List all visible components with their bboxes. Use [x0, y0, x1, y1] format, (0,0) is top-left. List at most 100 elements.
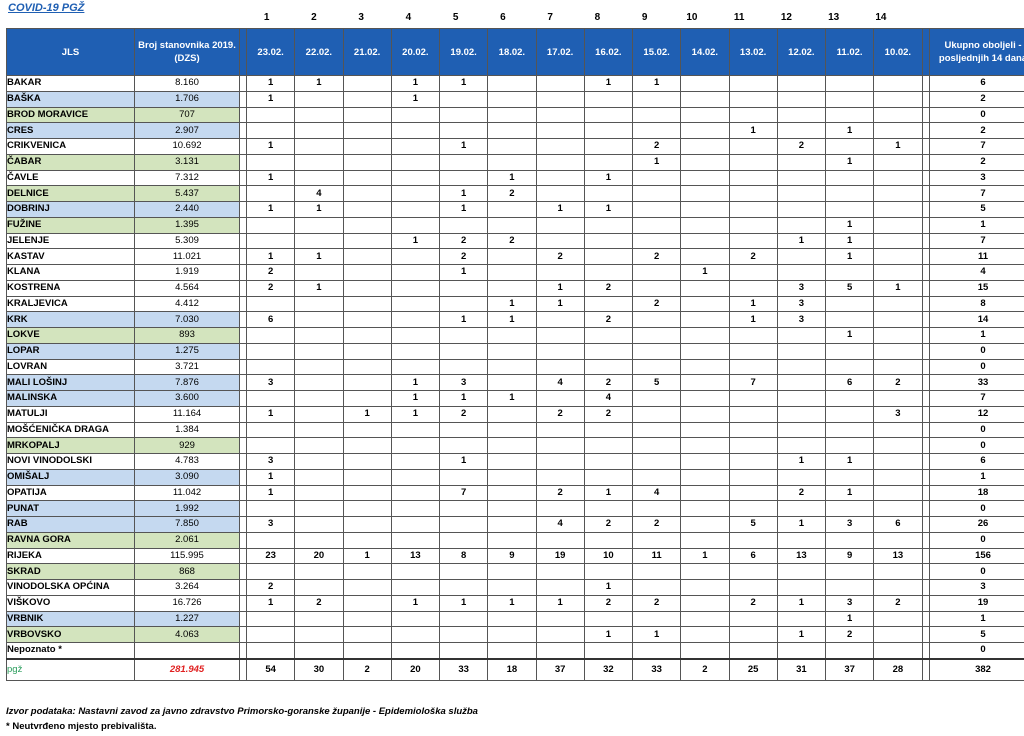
gap-cell — [921, 327, 930, 344]
case-count — [824, 311, 875, 328]
case-count: 3 — [824, 594, 875, 612]
total-value: 0 — [928, 437, 1024, 454]
case-count: 2 — [631, 594, 682, 612]
case-count: 1 — [245, 75, 296, 92]
case-count — [342, 232, 392, 250]
case-count — [583, 327, 634, 344]
case-count — [438, 153, 489, 171]
sum-count: 30 — [294, 657, 344, 681]
case-count — [728, 405, 778, 423]
case-count — [342, 626, 392, 643]
column-number: 8 — [594, 12, 601, 23]
gap-cell — [921, 311, 930, 328]
case-count — [824, 563, 875, 580]
case-count: 2 — [873, 374, 923, 391]
municipality-name: KRK — [6, 311, 135, 328]
municipality-name: DOBRINJ — [6, 201, 135, 218]
case-count — [728, 610, 778, 628]
case-count — [487, 641, 537, 660]
case-count — [294, 153, 344, 171]
case-count: 1 — [824, 232, 875, 250]
case-count — [873, 626, 923, 643]
case-count: 2 — [583, 405, 634, 423]
total-value: 33 — [928, 374, 1024, 391]
total-value: 0 — [928, 358, 1024, 376]
municipality-name: VIŠKOVO — [6, 594, 135, 612]
case-count — [776, 421, 827, 439]
case-count: 3 — [245, 516, 296, 533]
case-count — [487, 563, 537, 580]
case-count — [342, 216, 392, 234]
case-count: 1 — [438, 201, 489, 218]
case-count — [824, 531, 875, 549]
case-count — [873, 358, 923, 376]
case-count: 13 — [776, 547, 827, 565]
case-count — [824, 90, 875, 108]
case-count — [680, 579, 730, 596]
gap-cell — [921, 421, 930, 439]
municipality-name: RIJEKA — [6, 547, 135, 565]
case-count: 2 — [583, 594, 634, 612]
sum-count: 54 — [245, 657, 296, 681]
population-value: 1.275 — [134, 342, 240, 360]
case-count — [487, 75, 537, 92]
case-count — [342, 390, 392, 407]
case-count: 2 — [583, 311, 634, 328]
total-value: 4 — [928, 264, 1024, 281]
case-count: 2 — [535, 248, 585, 265]
municipality-name: SKRAD — [6, 563, 135, 580]
gap-cell — [239, 374, 247, 391]
municipality-name: NOVI VINODOLSKI — [6, 453, 135, 470]
table-row: BROD MORAVICE 707 0 — [6, 106, 1024, 124]
case-count — [294, 468, 344, 486]
header-gap — [921, 28, 930, 76]
gap-cell — [239, 563, 247, 580]
case-count: 1 — [390, 75, 441, 92]
case-count: 1 — [245, 201, 296, 218]
column-number: 13 — [828, 12, 840, 23]
case-count: 2 — [245, 279, 296, 297]
case-count — [728, 153, 778, 171]
total-value: 156 — [928, 547, 1024, 565]
municipality-name: VRBOVSKO — [6, 626, 135, 643]
case-count — [390, 138, 441, 155]
gap-cell — [239, 500, 247, 517]
case-count — [342, 531, 392, 549]
case-count — [873, 201, 923, 218]
gap-cell — [239, 201, 247, 218]
case-count — [438, 216, 489, 234]
case-count — [390, 579, 441, 596]
population-value: 7.030 — [134, 311, 240, 328]
case-count — [680, 641, 730, 660]
gap-cell — [921, 75, 930, 92]
source-note: Izvor podataka: Nastavni zavod za javno … — [6, 706, 478, 717]
case-count — [390, 563, 441, 580]
case-count — [728, 531, 778, 549]
case-count: 1 — [438, 138, 489, 155]
case-count — [873, 295, 923, 313]
case-count — [390, 279, 441, 297]
case-count: 1 — [776, 516, 827, 533]
case-count — [728, 468, 778, 486]
case-count — [342, 201, 392, 218]
population-value: 5.309 — [134, 232, 240, 250]
case-count: 4 — [535, 374, 585, 391]
case-count — [583, 185, 634, 202]
case-count: 1 — [680, 264, 730, 281]
case-count — [776, 390, 827, 407]
case-count — [728, 390, 778, 407]
case-count — [631, 421, 682, 439]
municipality-name: LOPAR — [6, 342, 135, 360]
case-count — [631, 610, 682, 628]
case-count: 2 — [728, 594, 778, 612]
column-number: 2 — [311, 12, 317, 23]
case-count — [535, 453, 585, 470]
case-count — [873, 579, 923, 596]
case-count — [583, 138, 634, 155]
case-count — [245, 106, 296, 124]
case-count: 1 — [342, 405, 392, 423]
header-date: 19.02. — [438, 28, 489, 76]
case-count — [245, 610, 296, 628]
case-count — [776, 500, 827, 517]
gap-cell — [921, 626, 930, 643]
